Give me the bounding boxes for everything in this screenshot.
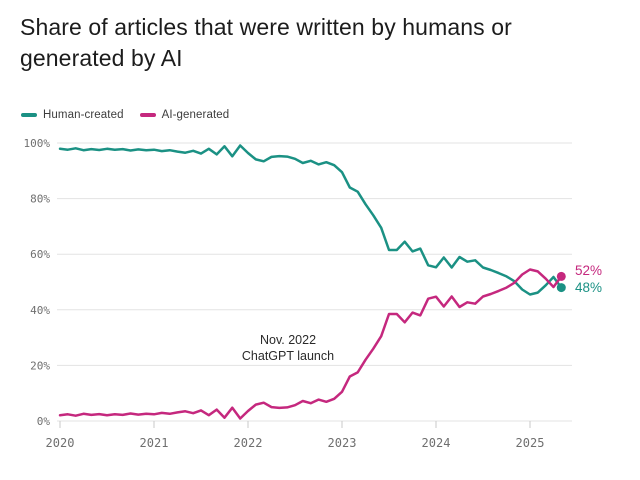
- end-value-label-human-created: 48%: [575, 280, 603, 295]
- x-axis-label-2024: 2024: [422, 436, 451, 450]
- chart-title: Share of articles that were written by h…: [20, 12, 626, 74]
- series-line-human-created[interactable]: [58, 144, 563, 296]
- end-dot-ai-generated[interactable]: [556, 271, 566, 281]
- y-axis-label-40%: 40%: [30, 304, 50, 317]
- legend-label-human-created: Human-created: [43, 109, 124, 121]
- chart-title-line2: generated by AI: [20, 45, 183, 71]
- chart-legend: Human-created AI-generated: [21, 109, 229, 121]
- gridlines: 0% 20% 40% 60% 80% 100%: [24, 137, 572, 428]
- chart-title-line1: Share of articles that were written by h…: [20, 14, 512, 40]
- y-axis-label-60%: 60%: [30, 248, 50, 261]
- human-created-line-swatch-icon: [21, 113, 37, 117]
- annotation-line2: ChatGPT launch: [241, 349, 335, 363]
- y-axis-label-0%: 0%: [37, 415, 51, 428]
- legend-item-ai-generated[interactable]: AI-generated: [139, 109, 230, 121]
- x-axis-label-2020: 2020: [46, 436, 75, 450]
- legend-label-ai-generated: AI-generated: [161, 109, 230, 121]
- x-axis-label-2021: 2021: [140, 436, 169, 450]
- x-axis: 2020 2021 2022 2023 2024 2025: [46, 421, 545, 450]
- series-line-ai-generated[interactable]: [58, 268, 563, 420]
- end-dot-human-created[interactable]: [556, 283, 566, 293]
- annotation-line1: Nov. 2022: [259, 333, 317, 347]
- y-axis-label-80%: 80%: [30, 193, 50, 206]
- end-value-label-ai-generated: 52%: [575, 263, 603, 278]
- x-axis-label-2022: 2022: [234, 436, 263, 450]
- y-axis-label-20%: 20%: [30, 359, 50, 372]
- legend-item-human-created[interactable]: Human-created: [21, 109, 124, 121]
- x-axis-label-2023: 2023: [328, 436, 357, 450]
- series: [58, 144, 566, 420]
- y-axis-label-100%: 100%: [24, 137, 51, 150]
- chatgpt-launch-annotation: Nov. 2022 ChatGPT launch: [190, 332, 386, 364]
- ai-generated-line-swatch-icon: [139, 113, 156, 117]
- x-axis-label-2025: 2025: [516, 436, 545, 450]
